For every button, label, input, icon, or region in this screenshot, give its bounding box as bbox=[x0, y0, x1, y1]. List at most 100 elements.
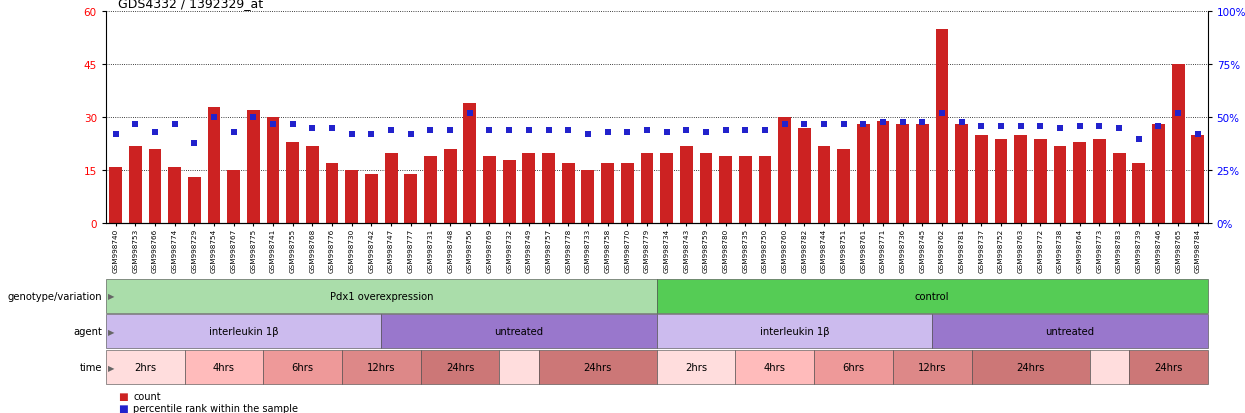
Bar bbox=[896, 125, 909, 224]
Point bbox=[1188, 132, 1208, 138]
Bar bbox=[1093, 139, 1106, 224]
Bar bbox=[345, 171, 359, 224]
Bar bbox=[523, 153, 535, 224]
Point bbox=[479, 128, 499, 134]
Point bbox=[834, 121, 854, 128]
Text: ■: ■ bbox=[118, 391, 128, 401]
Point bbox=[421, 128, 441, 134]
Bar bbox=[385, 153, 397, 224]
Text: 2hrs: 2hrs bbox=[134, 362, 156, 372]
Bar bbox=[876, 122, 889, 224]
Bar bbox=[1191, 136, 1204, 224]
Bar bbox=[168, 167, 181, 224]
Point bbox=[873, 119, 893, 126]
Point bbox=[1109, 126, 1129, 132]
Text: interleukin 1β: interleukin 1β bbox=[209, 327, 279, 337]
Text: 2hrs: 2hrs bbox=[685, 362, 707, 372]
Text: 24hrs: 24hrs bbox=[1154, 362, 1183, 372]
Point bbox=[1069, 123, 1089, 130]
Text: control: control bbox=[915, 291, 950, 301]
Bar bbox=[443, 150, 457, 224]
Point bbox=[637, 128, 657, 134]
Text: 24hrs: 24hrs bbox=[446, 362, 474, 372]
Bar bbox=[483, 157, 496, 224]
Text: 4hrs: 4hrs bbox=[763, 362, 786, 372]
Point bbox=[853, 121, 873, 128]
Point bbox=[126, 121, 146, 128]
Point bbox=[263, 121, 283, 128]
Point bbox=[913, 119, 933, 126]
Bar bbox=[818, 146, 830, 224]
Point bbox=[1089, 123, 1109, 130]
Bar bbox=[1073, 143, 1086, 224]
Text: ▶: ▶ bbox=[108, 292, 115, 301]
Bar bbox=[837, 150, 850, 224]
Text: 24hrs: 24hrs bbox=[584, 362, 611, 372]
Point bbox=[342, 132, 362, 138]
Point bbox=[539, 128, 559, 134]
Bar bbox=[1015, 136, 1027, 224]
Bar bbox=[306, 146, 319, 224]
Bar bbox=[561, 164, 575, 224]
Text: agent: agent bbox=[73, 327, 102, 337]
Point bbox=[283, 121, 303, 128]
Point bbox=[578, 132, 598, 138]
Text: Pdx1 overexpression: Pdx1 overexpression bbox=[330, 291, 433, 301]
Bar bbox=[1133, 164, 1145, 224]
Point bbox=[774, 121, 794, 128]
Point bbox=[519, 128, 539, 134]
Text: ▶: ▶ bbox=[108, 327, 115, 336]
Bar bbox=[738, 157, 752, 224]
Bar bbox=[286, 143, 299, 224]
Bar bbox=[425, 157, 437, 224]
Bar bbox=[463, 104, 477, 224]
Point bbox=[146, 130, 166, 136]
Point bbox=[1031, 123, 1051, 130]
Bar bbox=[601, 164, 614, 224]
Point bbox=[224, 130, 244, 136]
Text: 6hrs: 6hrs bbox=[291, 362, 314, 372]
Bar bbox=[857, 125, 870, 224]
Point bbox=[322, 126, 342, 132]
Point bbox=[814, 121, 834, 128]
Point bbox=[618, 130, 637, 136]
Point bbox=[598, 130, 618, 136]
Bar bbox=[1113, 153, 1125, 224]
Bar bbox=[955, 125, 969, 224]
Text: 6hrs: 6hrs bbox=[843, 362, 864, 372]
Point bbox=[971, 123, 991, 130]
Point bbox=[401, 132, 421, 138]
Point bbox=[106, 132, 126, 138]
Text: 12hrs: 12hrs bbox=[918, 362, 946, 372]
Point bbox=[1050, 126, 1069, 132]
Bar bbox=[936, 30, 949, 224]
Bar bbox=[365, 175, 377, 224]
Point bbox=[381, 128, 401, 134]
Bar bbox=[640, 153, 654, 224]
Text: ▶: ▶ bbox=[108, 363, 115, 372]
Point bbox=[951, 119, 971, 126]
Text: time: time bbox=[80, 362, 102, 372]
Bar bbox=[660, 153, 674, 224]
Point bbox=[794, 121, 814, 128]
Point bbox=[656, 130, 676, 136]
Point bbox=[1011, 123, 1031, 130]
Bar bbox=[542, 153, 555, 224]
Bar bbox=[148, 150, 162, 224]
Bar bbox=[503, 160, 515, 224]
Point bbox=[361, 132, 381, 138]
Bar bbox=[975, 136, 987, 224]
Bar bbox=[188, 178, 200, 224]
Bar bbox=[129, 146, 142, 224]
Bar bbox=[266, 118, 279, 224]
Point bbox=[716, 128, 736, 134]
Bar bbox=[778, 118, 791, 224]
Bar bbox=[326, 164, 339, 224]
Point bbox=[696, 130, 716, 136]
Point bbox=[164, 121, 184, 128]
Bar bbox=[680, 146, 692, 224]
Text: count: count bbox=[133, 391, 161, 401]
Text: percentile rank within the sample: percentile rank within the sample bbox=[133, 403, 299, 413]
Bar bbox=[700, 153, 712, 224]
Bar bbox=[1152, 125, 1165, 224]
